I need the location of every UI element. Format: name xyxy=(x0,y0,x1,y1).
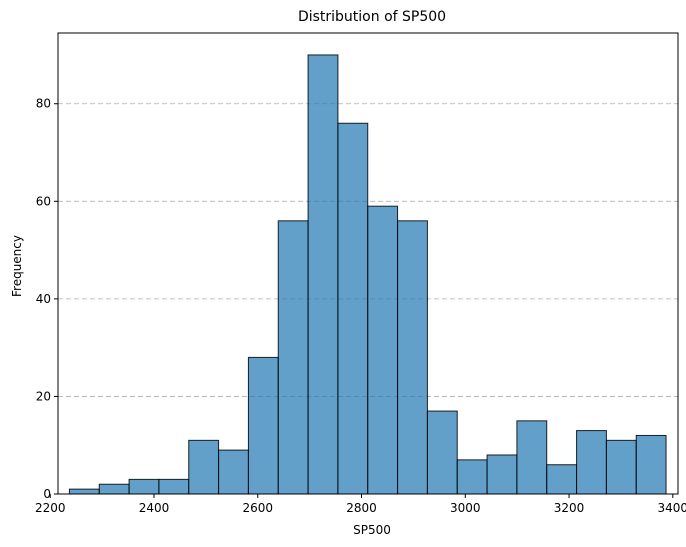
y-tick-label: 20 xyxy=(36,389,51,403)
plot-area: 2200 2400 2600 2800 3000 3200 3400 0 20 40 60 80 xyxy=(35,32,686,515)
histogram-bar xyxy=(546,464,578,495)
y-axis-label: Frequency xyxy=(10,235,24,297)
histogram-bar xyxy=(426,410,458,495)
gridlines xyxy=(58,103,678,397)
histogram-bar xyxy=(158,478,190,495)
x-tick-label: 3400 xyxy=(658,501,686,515)
chart-title: Distribution of SP500 xyxy=(298,9,446,25)
y-tick-label: 0 xyxy=(43,487,51,501)
x-axis-label: SP500 xyxy=(353,523,391,537)
x-tick-label: 3000 xyxy=(450,501,481,515)
histogram-bar xyxy=(128,478,160,495)
x-tick-label: 2400 xyxy=(139,501,170,515)
histogram-bar xyxy=(188,439,220,495)
histogram-bar xyxy=(576,430,607,495)
histogram-bar xyxy=(516,420,548,495)
x-tick-label: 2600 xyxy=(242,501,273,515)
histogram-bar xyxy=(367,205,399,495)
axes-frame xyxy=(57,32,679,495)
y-axis-ticks: 0 20 40 60 80 xyxy=(36,97,58,501)
y-tick-label: 40 xyxy=(36,292,51,306)
histogram-bar xyxy=(98,483,130,495)
histogram-bar xyxy=(486,454,518,495)
y-tick-label: 80 xyxy=(36,97,51,111)
histogram-bar xyxy=(247,356,279,495)
histogram-bar xyxy=(307,54,339,495)
x-tick-label: 3200 xyxy=(554,501,585,515)
x-tick-label: 2800 xyxy=(346,501,377,515)
histogram-bar xyxy=(337,122,369,495)
histogram-bar xyxy=(218,449,249,495)
y-tick-label: 60 xyxy=(36,194,51,208)
histogram-bar xyxy=(605,439,637,495)
histogram-bar xyxy=(397,220,428,495)
histogram-bar xyxy=(277,220,309,495)
x-axis-ticks: 2200 2400 2600 2800 3000 3200 3400 xyxy=(35,494,686,515)
histogram-bars xyxy=(68,54,667,495)
histogram-bar xyxy=(635,434,667,495)
histogram-bar xyxy=(68,488,100,495)
histogram-bar xyxy=(456,459,488,495)
x-tick-label: 2200 xyxy=(35,501,66,515)
